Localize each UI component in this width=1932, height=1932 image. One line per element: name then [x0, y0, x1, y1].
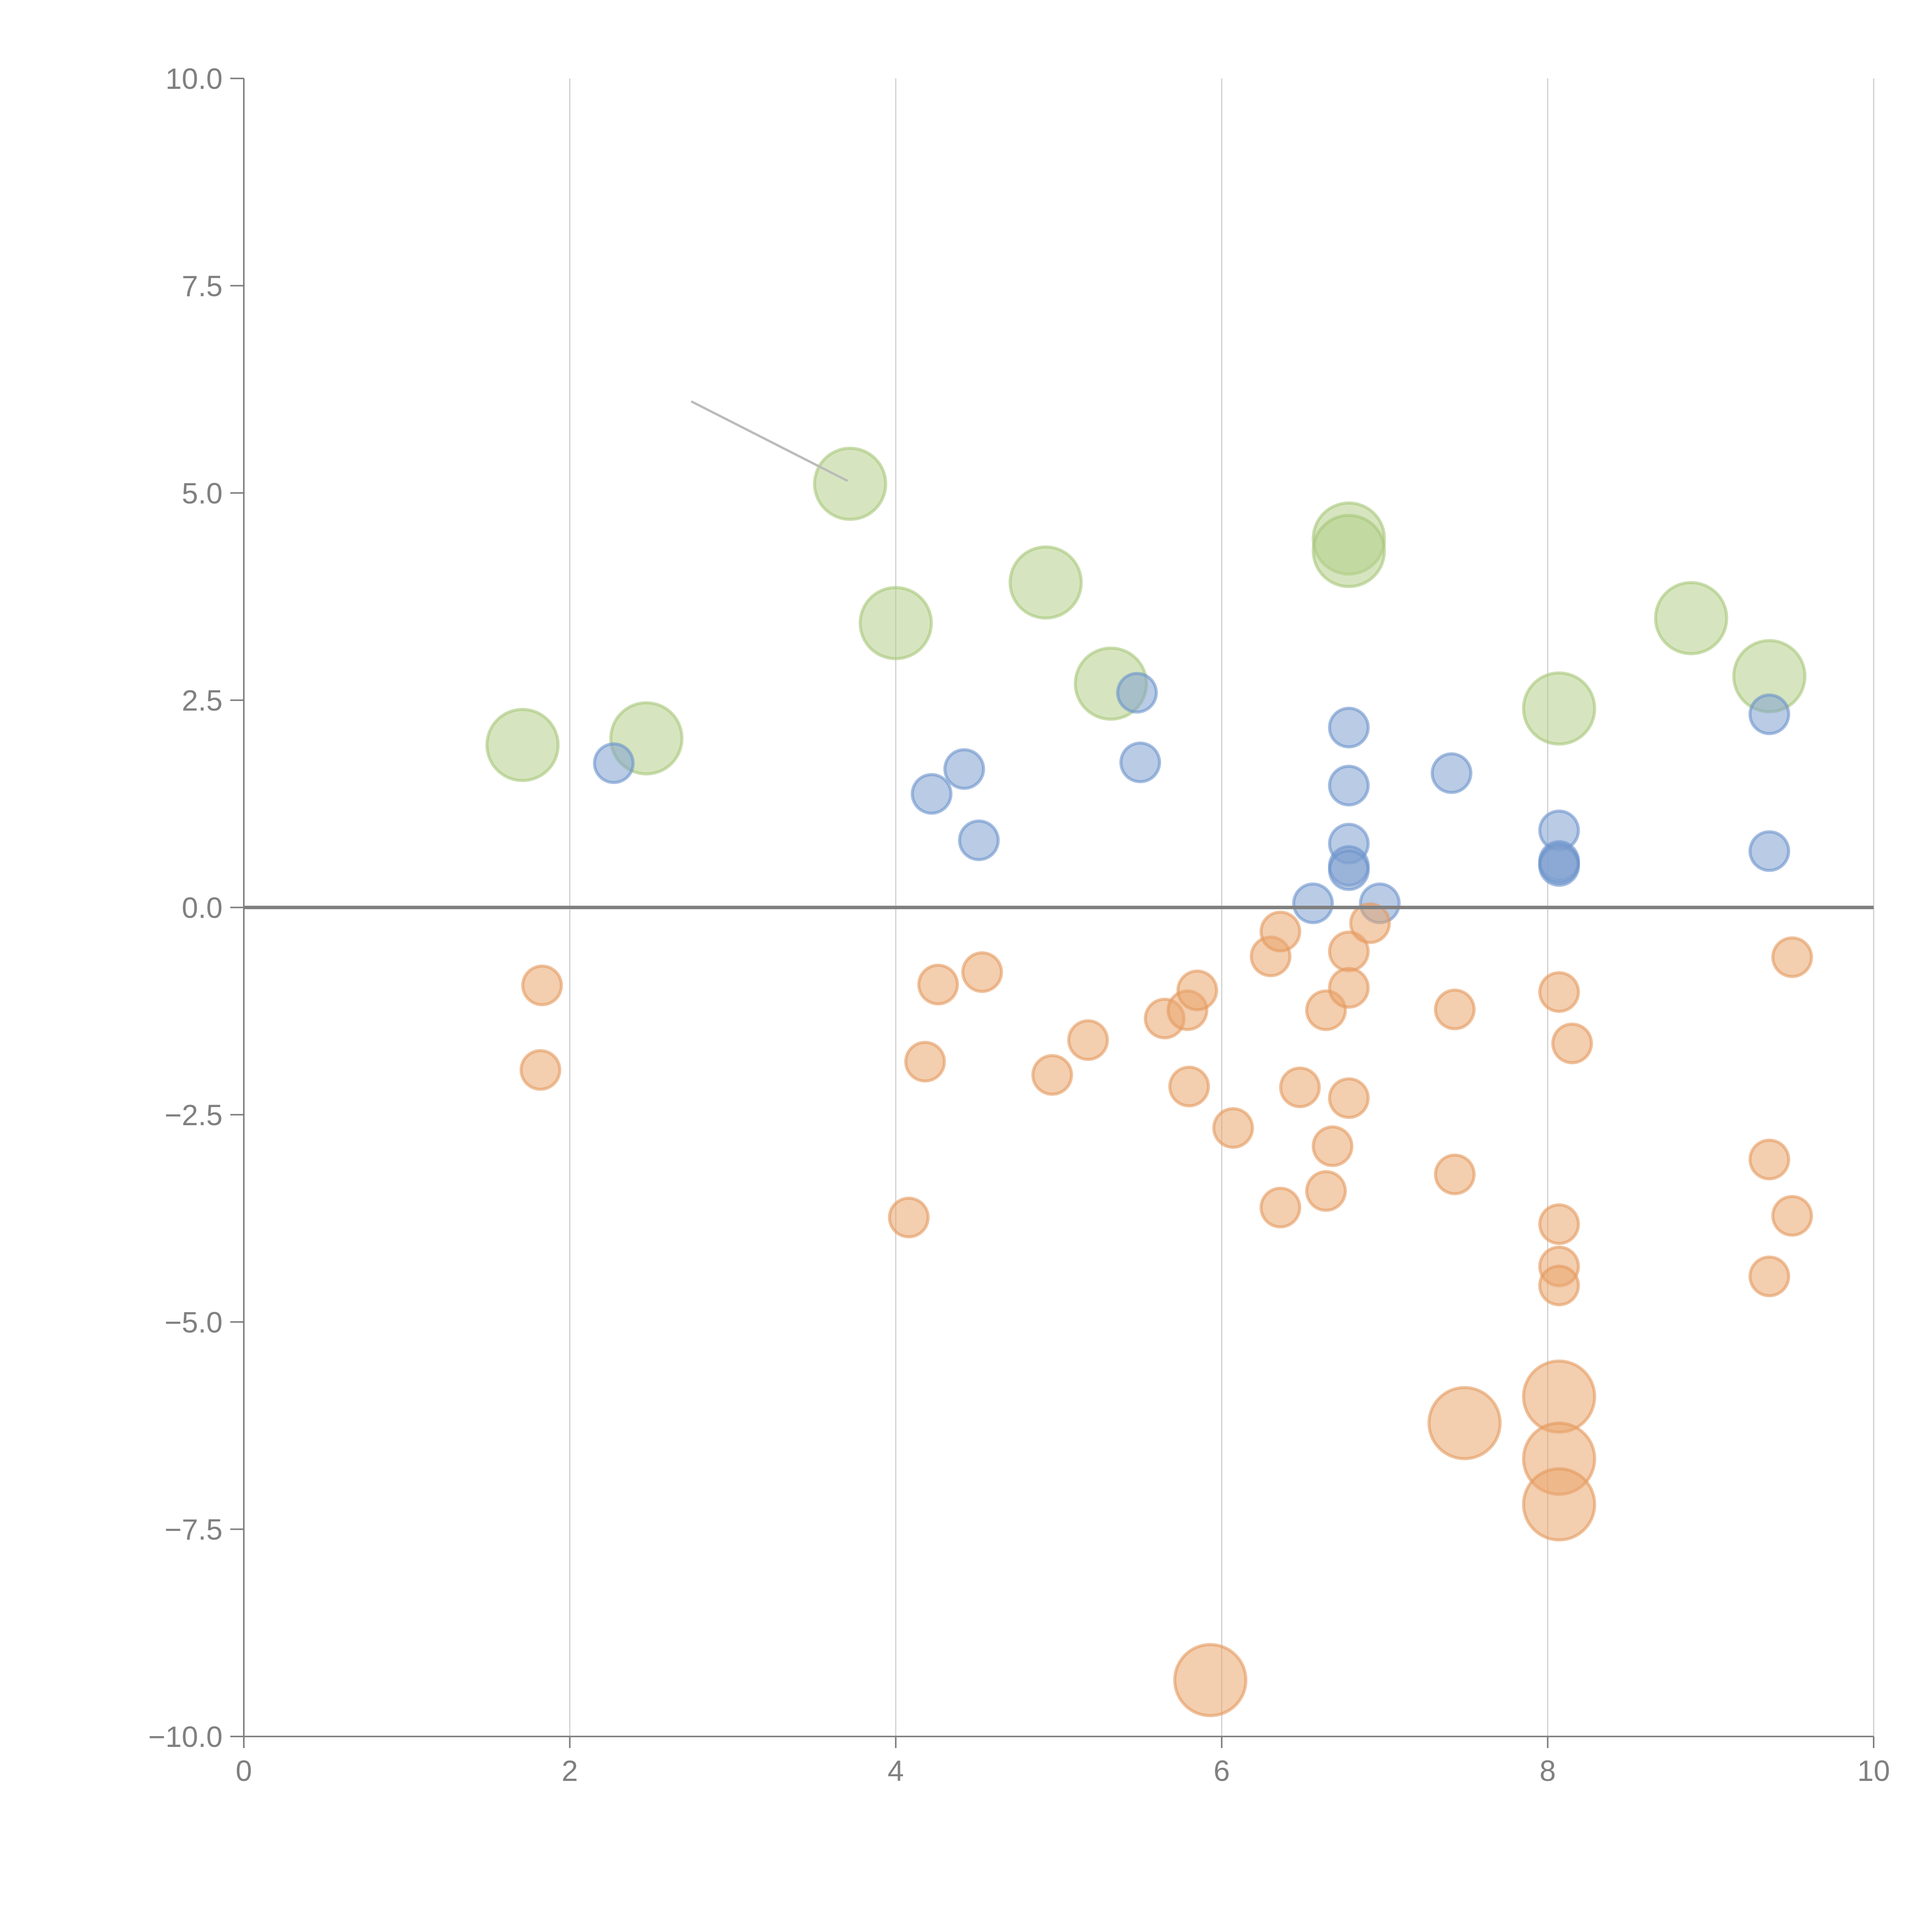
y-tick-label: −7.5: [165, 1514, 223, 1546]
data-point-blue: [1748, 693, 1791, 735]
series-green: [485, 447, 1807, 782]
data-point-blue: [1748, 830, 1791, 872]
data-point-green: [1009, 545, 1083, 620]
data-point-orange: [1538, 1203, 1580, 1245]
data-point-blue: [1116, 672, 1158, 714]
data-point-orange: [917, 964, 959, 1006]
data-point-orange: [1031, 1054, 1073, 1096]
x-tick-label: 0: [236, 1755, 252, 1787]
data-point-orange: [1349, 902, 1391, 944]
data-point-orange: [1522, 1359, 1596, 1434]
y-tick-label: 2.5: [182, 684, 223, 717]
data-point-orange: [1434, 1153, 1476, 1196]
data-point-orange: [1168, 1065, 1210, 1107]
y-axis-ticks: 10.0 7.5 5.0 2.5 0.0 −2.5 −5.0 −7.5 −10.0: [148, 63, 244, 1753]
data-point-orange: [1279, 1066, 1321, 1109]
data-point-orange: [1328, 1077, 1370, 1119]
data-point-orange: [1176, 969, 1218, 1012]
data-point-orange: [1538, 1264, 1580, 1306]
y-tick-label: 0.0: [182, 892, 223, 925]
data-point-orange: [1067, 1019, 1109, 1061]
data-point-green: [1654, 581, 1728, 655]
data-point-blue: [910, 773, 952, 815]
data-point-orange: [1305, 1170, 1347, 1212]
y-tick-label: −5.0: [165, 1306, 223, 1339]
data-point-orange: [1748, 1255, 1791, 1298]
data-point-blue: [1292, 882, 1334, 924]
data-point-orange: [1173, 1643, 1248, 1718]
data-point-orange: [904, 1041, 946, 1083]
data-point-orange: [888, 1196, 930, 1238]
x-tick-label: 10: [1857, 1755, 1890, 1787]
data-point-green: [813, 447, 888, 521]
data-point-green: [485, 707, 560, 782]
data-point-orange: [1771, 1195, 1813, 1237]
data-point-orange: [1259, 1187, 1301, 1229]
y-tick-label: 7.5: [182, 270, 223, 303]
data-point-orange: [1212, 1107, 1254, 1149]
data-point-orange: [1434, 988, 1476, 1031]
data-point-blue: [1328, 765, 1370, 807]
y-tick-label: −2.5: [165, 1099, 223, 1132]
data-point-orange: [1427, 1386, 1502, 1461]
data-point-blue: [1328, 706, 1370, 748]
data-point-green: [859, 586, 933, 660]
data-points: [485, 447, 1813, 1718]
data-point-blue: [1430, 752, 1473, 794]
data-point-orange: [1748, 1138, 1791, 1180]
data-point-blue: [1328, 849, 1370, 891]
data-point-blue: [943, 748, 985, 790]
data-point-blue: [1119, 742, 1161, 784]
series-orange: [519, 902, 1813, 1718]
data-point-orange: [1259, 910, 1301, 952]
data-point-orange: [1328, 967, 1370, 1009]
x-tick-label: 2: [561, 1755, 578, 1787]
series-blue: [593, 672, 1791, 924]
data-point-orange: [1551, 1022, 1593, 1065]
data-point-orange: [1522, 1467, 1596, 1542]
data-point-orange: [961, 951, 1003, 993]
data-point-orange: [1538, 971, 1580, 1013]
y-tick-label: 10.0: [165, 63, 223, 95]
axes: [243, 78, 1874, 1737]
data-point-green: [1522, 671, 1596, 746]
data-point-orange: [1771, 936, 1813, 978]
data-point-blue: [1538, 842, 1580, 884]
x-tick-label: 6: [1214, 1755, 1230, 1787]
data-point-orange: [521, 964, 563, 1007]
y-tick-label: 5.0: [182, 477, 223, 510]
x-tick-label: 4: [888, 1755, 904, 1787]
annotation-leader-line: [690, 400, 848, 482]
data-point-green: [1311, 514, 1386, 588]
x-tick-label: 8: [1539, 1755, 1556, 1787]
data-point-orange: [1311, 1125, 1354, 1167]
data-point-blue: [958, 819, 1000, 861]
y-tick-label: −10.0: [148, 1721, 223, 1753]
x-axis-ticks: 0 2 4 6 8 10: [236, 1736, 1890, 1787]
data-point-blue: [593, 742, 635, 784]
data-point-orange: [519, 1049, 561, 1091]
